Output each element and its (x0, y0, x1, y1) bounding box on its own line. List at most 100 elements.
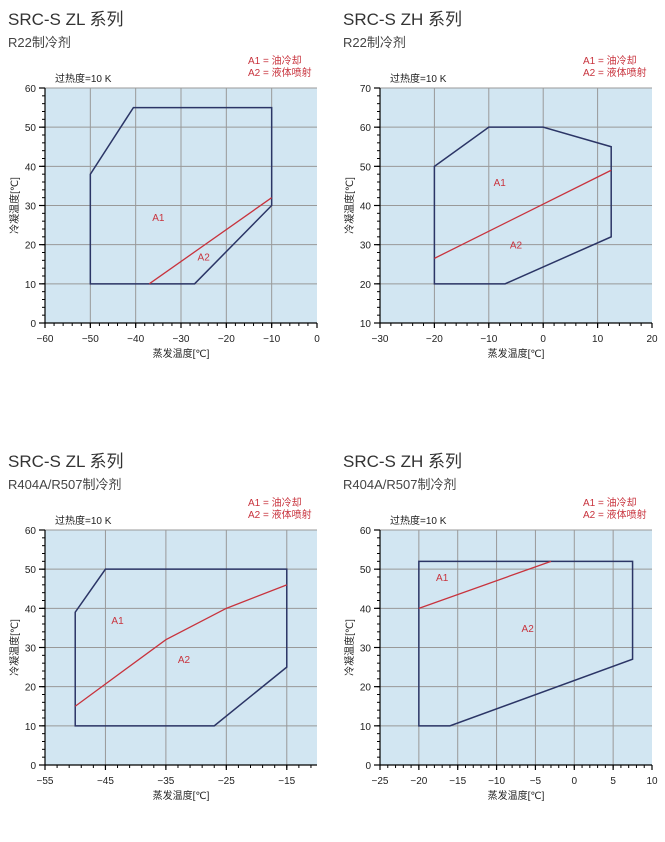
x-tick-label: 0 (572, 776, 578, 787)
x-axis-label: 蒸发温度[℃] (153, 347, 210, 360)
legend-entry: A1 = 油冷却 (583, 498, 637, 509)
chart-subtitle: R22制冷剂 (8, 35, 71, 50)
operating-envelope (418, 560, 634, 727)
y-axis-label: 冷凝温度[℃] (343, 619, 356, 676)
y-tick-label: 40 (360, 202, 372, 213)
y-tick-label: 30 (360, 241, 372, 252)
chart-svg: −25 −20 −15 −10 −5 0 5 10 0 10 20 30 40 50 60 A1 A2 蒸发温度[… (343, 526, 658, 802)
y-tick-label: 30 (25, 202, 37, 213)
x-tick-label: 10 (646, 776, 658, 787)
x-tick-label: −20 (218, 334, 235, 345)
a1-a2-divider-line (74, 584, 288, 707)
chart-subtitle: R404A/R507制冷剂 (343, 477, 457, 492)
x-tick-label: −30 (173, 334, 190, 345)
y-tick-label: 20 (25, 683, 37, 694)
x-tick-label: −20 (426, 334, 443, 345)
legend: A1 = 油冷却 A2 = 液体喷射 (583, 498, 647, 522)
legend-entry: A2 = 液体喷射 (583, 68, 647, 79)
x-axis-label: 蒸发温度[℃] (153, 789, 210, 802)
x-tick-label: 5 (610, 776, 616, 787)
x-axis-label: 蒸发温度[℃] (488, 347, 545, 360)
chart-svg: −30 −20 −10 0 10 20 10 20 30 40 50 60 70 A1 A2 蒸发温度[℃] 冷… (343, 84, 658, 360)
y-tick-label: 0 (365, 761, 371, 772)
x-tick-label: −10 (488, 776, 505, 787)
chart-subtitle: R22制冷剂 (343, 35, 406, 50)
y-tick-label: 50 (25, 565, 37, 576)
region-label-a1: A1 (152, 213, 165, 224)
region-label-a1: A1 (494, 178, 507, 189)
y-tick-label: 20 (25, 241, 37, 252)
y-tick-label: 40 (25, 604, 37, 615)
x-tick-label: −25 (218, 776, 235, 787)
y-tick-label: 10 (25, 280, 37, 291)
y-tick-label: 10 (360, 319, 372, 330)
y-axis-label: 冷凝温度[℃] (8, 619, 21, 676)
chart-title: SRC-S ZL 系列 (8, 10, 124, 29)
chart-title: SRC-S ZL 系列 (8, 452, 124, 471)
legend-entry: A2 = 液体喷射 (583, 510, 647, 521)
x-tick-label: −20 (410, 776, 427, 787)
x-tick-label: −10 (480, 334, 497, 345)
chart-svg: −60 −50 −40 −30 −20 −10 0 0 10 20 30 40 50 60 A1 A2 蒸发温度… (8, 84, 320, 360)
x-tick-label: −10 (263, 334, 280, 345)
legend: A1 = 油冷却 A2 = 液体喷射 (248, 56, 312, 80)
x-tick-label: −30 (372, 334, 389, 345)
x-tick-label: −15 (449, 776, 466, 787)
region-label-a1: A1 (436, 573, 449, 584)
y-tick-label: 30 (25, 644, 37, 655)
x-tick-label: −5 (530, 776, 542, 787)
region-label-a1: A1 (111, 616, 124, 627)
operating-envelope (433, 126, 612, 285)
chart-subtitle: R404A/R507制冷剂 (8, 477, 122, 492)
superheat-note: 过热度=10 K (55, 74, 112, 85)
superheat-note: 过热度=10 K (390, 74, 447, 85)
region-label-a2: A2 (198, 252, 211, 263)
x-tick-label: 0 (540, 334, 546, 345)
a1-a2-divider-line (148, 197, 273, 285)
y-tick-label: 0 (30, 761, 36, 772)
x-tick-label: 0 (314, 334, 320, 345)
y-tick-label: 0 (30, 319, 36, 330)
region-label-a2: A2 (522, 624, 535, 635)
chart-svg: −55 −45 −35 −25 −15 0 10 20 30 40 50 60 A1 A2 蒸发温度[℃] 冷… (8, 526, 317, 802)
x-tick-label: −40 (127, 334, 144, 345)
y-tick-label: 60 (25, 526, 37, 537)
legend-entry: A1 = 油冷却 (248, 498, 302, 509)
legend: A1 = 油冷却 A2 = 液体喷射 (248, 498, 312, 522)
x-tick-label: −55 (37, 776, 54, 787)
superheat-note: 过热度=10 K (55, 516, 112, 527)
a1-a2-divider-line (418, 560, 552, 609)
x-tick-label: −50 (82, 334, 99, 345)
y-tick-label: 50 (360, 565, 372, 576)
y-axis-label: 冷凝温度[℃] (343, 177, 356, 234)
y-tick-label: 20 (360, 280, 372, 291)
x-tick-label: −15 (278, 776, 295, 787)
y-tick-label: 60 (25, 84, 37, 95)
x-tick-label: −45 (97, 776, 114, 787)
x-tick-label: 20 (646, 334, 658, 345)
region-label-a2: A2 (178, 655, 191, 666)
x-axis-label: 蒸发温度[℃] (488, 789, 545, 802)
y-tick-label: 70 (360, 84, 372, 95)
a1-a2-divider-line (434, 169, 612, 259)
region-label-a2: A2 (510, 241, 523, 252)
x-tick-label: 10 (592, 334, 604, 345)
y-tick-label: 50 (25, 123, 37, 134)
x-tick-label: −35 (157, 776, 174, 787)
chart-panel-2: SRC-S ZH 系列 R22制冷剂 A1 = 油冷却 A2 = 液体喷射 过热度… (335, 0, 665, 400)
chart-panel-1: SRC-S ZL 系列 R22制冷剂 A1 = 油冷却 A2 = 液体喷射 过热度… (0, 0, 330, 400)
chart-panel-4: SRC-S ZH 系列 R404A/R507制冷剂 A1 = 油冷却 A2 = 液… (335, 442, 665, 842)
legend-entry: A2 = 液体喷射 (248, 68, 312, 79)
y-tick-label: 60 (360, 526, 372, 537)
y-tick-label: 50 (360, 162, 372, 173)
legend: A1 = 油冷却 A2 = 液体喷射 (583, 56, 647, 80)
y-tick-label: 30 (360, 644, 372, 655)
chart-title: SRC-S ZH 系列 (343, 452, 462, 471)
legend-entry: A1 = 油冷却 (583, 56, 637, 67)
chart-panel-3: SRC-S ZL 系列 R404A/R507制冷剂 A1 = 油冷却 A2 = 液… (0, 442, 330, 842)
operating-envelope (89, 106, 273, 285)
y-tick-label: 10 (25, 722, 37, 733)
y-axis-label: 冷凝温度[℃] (8, 177, 21, 234)
legend-entry: A2 = 液体喷射 (248, 510, 312, 521)
superheat-note: 过热度=10 K (390, 516, 447, 527)
